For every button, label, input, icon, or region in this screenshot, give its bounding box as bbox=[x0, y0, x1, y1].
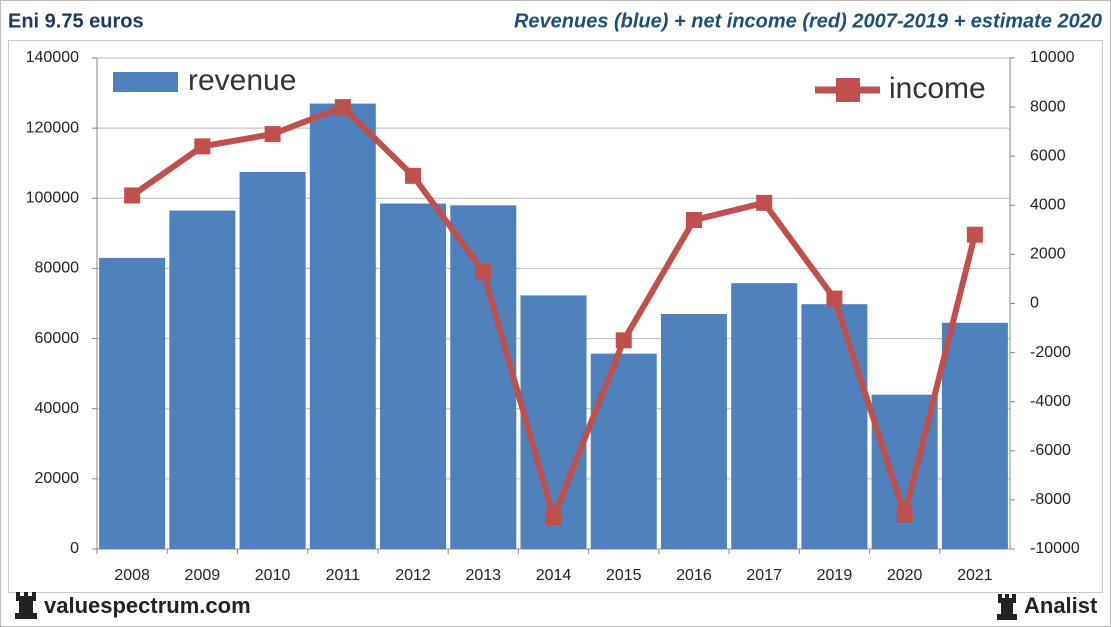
y-tick-label: 40000 bbox=[35, 400, 80, 417]
x-tick-label: 2013 bbox=[465, 567, 501, 584]
y-tick-label: 120000 bbox=[26, 119, 79, 136]
y2-tick-label: -8000 bbox=[1030, 491, 1071, 508]
bar bbox=[309, 103, 376, 549]
y2-tick-label: -2000 bbox=[1030, 344, 1071, 361]
marker bbox=[124, 187, 141, 204]
y2-tick-label: 10000 bbox=[1030, 49, 1075, 66]
y2-tick-label: 2000 bbox=[1030, 246, 1066, 263]
y-tick-label: 140000 bbox=[26, 49, 79, 66]
marker bbox=[756, 194, 773, 211]
y-tick-label: 20000 bbox=[35, 470, 80, 487]
x-tick-label: 2017 bbox=[746, 567, 782, 584]
bar bbox=[660, 314, 727, 549]
y-tick-label: 100000 bbox=[26, 190, 79, 207]
chart-subtitle: Eni 9.75 euros bbox=[8, 10, 144, 32]
x-tick-label: 2011 bbox=[326, 567, 361, 584]
marker bbox=[194, 138, 211, 155]
marker bbox=[896, 506, 913, 523]
marker bbox=[334, 99, 351, 116]
bar bbox=[450, 205, 517, 550]
y-tick-label: 60000 bbox=[35, 330, 80, 347]
legend-swatch bbox=[113, 72, 178, 92]
footer-right: Analist bbox=[1024, 593, 1098, 618]
rook-icon bbox=[15, 592, 37, 619]
x-tick-label: 2019 bbox=[817, 567, 853, 584]
y2-tick-label: 6000 bbox=[1030, 147, 1066, 164]
bar bbox=[239, 171, 306, 549]
x-tick-label: 2010 bbox=[255, 567, 291, 584]
y2-tick-label: -6000 bbox=[1030, 442, 1071, 459]
bar bbox=[801, 304, 868, 549]
marker bbox=[545, 509, 562, 526]
chart-title: Revenues (blue) + net income (red) 2007-… bbox=[514, 10, 1102, 32]
marker bbox=[264, 126, 281, 143]
footer-left: valuespectrum.com bbox=[44, 593, 251, 618]
legend-label: revenue bbox=[188, 64, 296, 97]
marker bbox=[405, 167, 422, 184]
x-tick-label: 2020 bbox=[887, 567, 923, 584]
legend-swatch bbox=[836, 78, 860, 102]
y2-tick-label: -4000 bbox=[1030, 393, 1071, 410]
rook-icon bbox=[997, 594, 1017, 620]
bar bbox=[169, 210, 236, 549]
bar bbox=[731, 283, 798, 549]
marker bbox=[826, 290, 843, 307]
x-tick-label: 2008 bbox=[114, 567, 150, 584]
marker bbox=[615, 332, 632, 349]
y2-tick-label: 0 bbox=[1030, 295, 1039, 312]
x-tick-label: 2009 bbox=[185, 567, 221, 584]
marker bbox=[685, 212, 702, 229]
x-tick-label: 2021 bbox=[957, 567, 993, 584]
x-tick-label: 2016 bbox=[676, 567, 712, 584]
bar bbox=[941, 322, 1008, 549]
bar bbox=[590, 353, 657, 549]
x-tick-label: 2015 bbox=[606, 567, 642, 584]
x-tick-label: 2012 bbox=[395, 567, 431, 584]
y-tick-label: 80000 bbox=[35, 260, 80, 277]
y-tick-label: 0 bbox=[70, 540, 79, 557]
legend-label: income bbox=[889, 72, 986, 105]
y2-tick-label: 4000 bbox=[1030, 197, 1066, 214]
bar bbox=[99, 257, 166, 549]
marker bbox=[966, 226, 983, 243]
x-tick-label: 2014 bbox=[536, 567, 572, 584]
y2-tick-label: -10000 bbox=[1030, 540, 1080, 557]
marker bbox=[475, 263, 492, 280]
bar bbox=[380, 203, 447, 549]
y2-tick-label: 8000 bbox=[1030, 98, 1066, 115]
